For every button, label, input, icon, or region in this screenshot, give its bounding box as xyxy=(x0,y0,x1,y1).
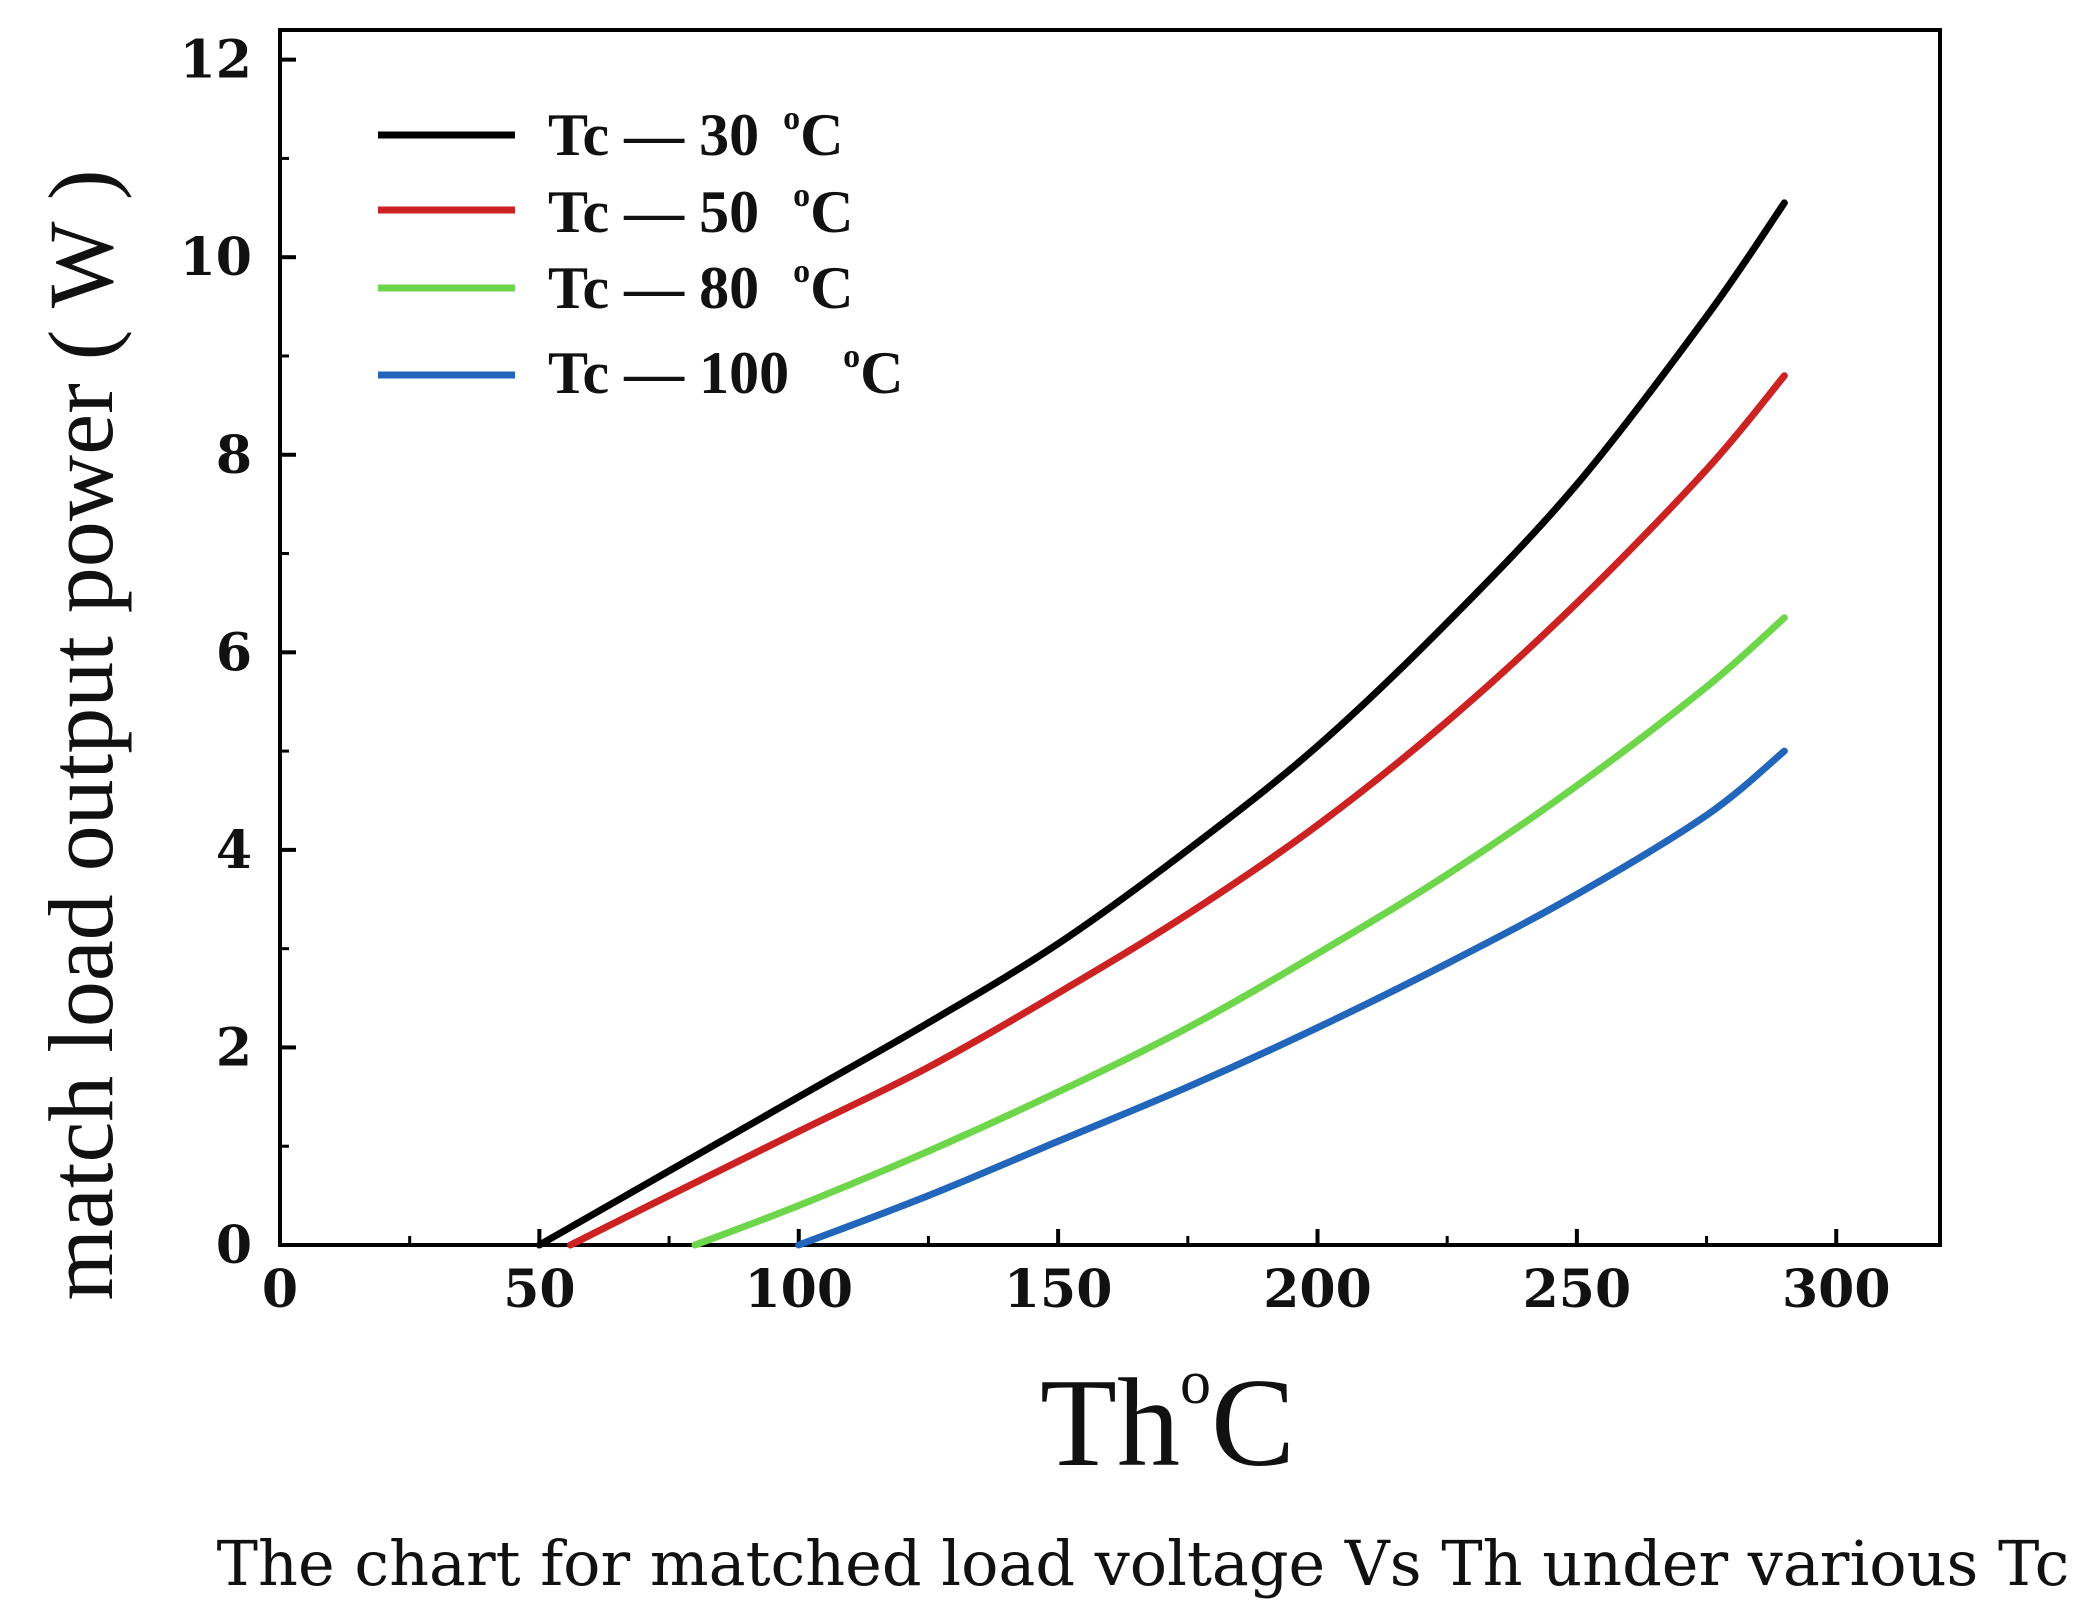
chart-caption: The chart for matched load voltage Vs Th… xyxy=(217,1527,2070,1600)
y-tick-label: 0 xyxy=(216,1215,252,1276)
legend-entry-tc100: Tc — 100 oC xyxy=(378,338,904,406)
series-line-tc50 xyxy=(567,372,1788,1249)
y-tick-label: 6 xyxy=(216,622,252,683)
legend-label-tc80: Tc — 80 oC xyxy=(548,253,854,321)
y-tick-label: 10 xyxy=(180,227,252,288)
axis-ticks: 0 50 100 150 200 250 300 0 2 4 6 8 10 12 xyxy=(180,30,1891,1320)
plot-frame xyxy=(278,28,1942,1247)
legend: Tc — 30 oC Tc — 50 oC Tc — 80 oC Tc — 100 oC xyxy=(378,100,904,406)
x-tick-label: 100 xyxy=(744,1259,853,1320)
series-group xyxy=(535,199,1788,1249)
legend-entry-tc50: Tc — 50 oC xyxy=(378,177,854,245)
y-axis-title: match load output power ( W ) xyxy=(30,170,132,1301)
x-tick-label: 150 xyxy=(1004,1259,1113,1320)
y-tick-label: 8 xyxy=(216,425,252,486)
legend-entry-tc30: Tc — 30 oC xyxy=(378,100,844,168)
x-tick-label: 250 xyxy=(1523,1259,1632,1320)
series-line-tc80 xyxy=(691,614,1788,1249)
y-tick-label: 2 xyxy=(216,1017,252,1078)
series-line-tc30 xyxy=(535,199,1788,1249)
legend-label-tc100: Tc — 100 oC xyxy=(548,338,904,406)
x-tick-label: 300 xyxy=(1782,1259,1891,1320)
series-line-tc100 xyxy=(795,747,1788,1249)
y-tick-label: 12 xyxy=(180,30,252,91)
x-tick-label: 200 xyxy=(1263,1259,1372,1320)
y-tick-label: 4 xyxy=(216,820,252,881)
x-tick-label: 0 xyxy=(262,1259,298,1320)
legend-label-tc30: Tc — 30 oC xyxy=(548,100,844,168)
legend-label-tc50: Tc — 50 oC xyxy=(548,177,854,245)
x-axis-title: ThoC xyxy=(1040,1349,1295,1493)
legend-entry-tc80: Tc — 80 oC xyxy=(378,253,854,321)
x-tick-label: 50 xyxy=(503,1259,575,1320)
